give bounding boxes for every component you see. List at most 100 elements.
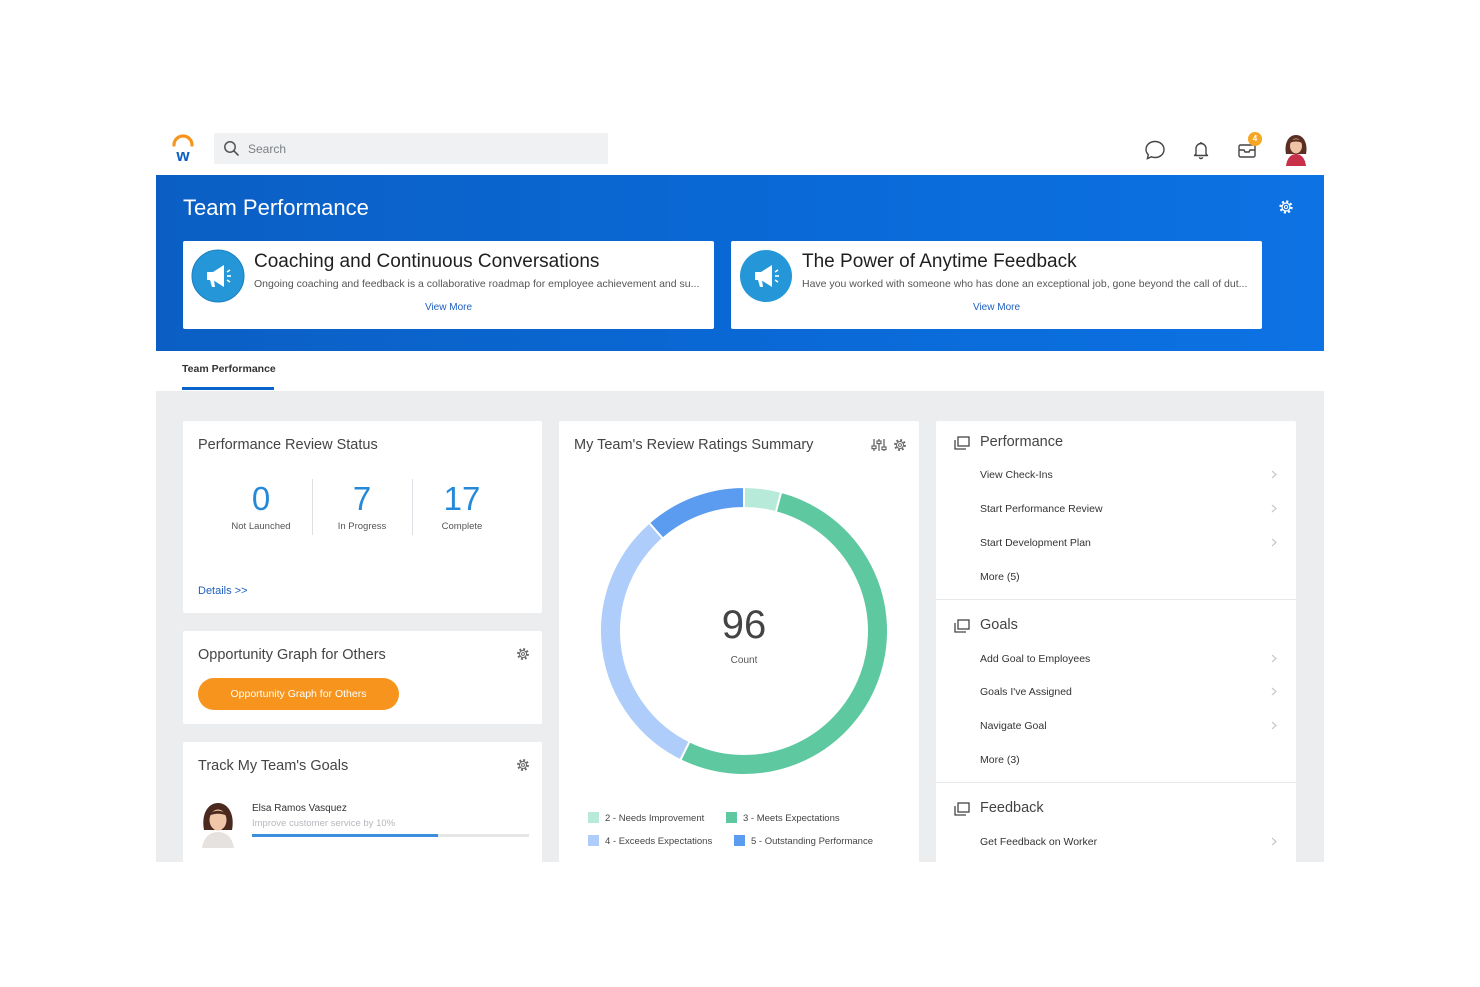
top-bar: w Search 4	[156, 128, 1324, 174]
section-title-performance: Performance	[980, 434, 1064, 450]
inbox-icon[interactable]	[1235, 138, 1259, 162]
chat-icon[interactable]	[1143, 138, 1167, 162]
legend-swatch	[734, 835, 745, 846]
goal-progress-bar	[252, 834, 529, 837]
panel-title: My Team's Review Ratings Summary	[574, 437, 814, 453]
legend-item[interactable]: 4 - Exceeds Expectations	[588, 835, 712, 847]
card-description: Have you worked with someone who has don…	[802, 278, 1248, 290]
section-title-feedback: Feedback	[980, 800, 1044, 816]
employee-name[interactable]: Elsa Ramos Vasquez	[252, 803, 347, 814]
employee-avatar[interactable]	[198, 800, 238, 848]
notification-badge: 4	[1248, 132, 1262, 146]
search-icon	[224, 141, 239, 156]
tab-team-performance[interactable]: Team Performance	[182, 363, 276, 375]
legend-item[interactable]: 2 - Needs Improvement	[588, 812, 704, 824]
gear-icon[interactable]	[515, 646, 531, 662]
stat-label: Not Launched	[231, 521, 291, 532]
action-link[interactable]: Start Development Plan	[980, 537, 1091, 549]
action-link[interactable]: Start Performance Review	[980, 503, 1103, 515]
worklet-icon	[954, 619, 970, 633]
dashboard-content: Performance Review Status 0 Not Launched…	[156, 391, 1324, 862]
goal-progress-fill	[252, 834, 438, 837]
worklet-icon	[954, 436, 970, 450]
panel-title: Performance Review Status	[198, 437, 378, 453]
chevron-right-icon	[1271, 504, 1277, 513]
user-avatar[interactable]	[1282, 132, 1310, 166]
more-link[interactable]: More (3)	[980, 754, 1020, 766]
active-tab-indicator	[182, 387, 274, 390]
action-link[interactable]: View Check-Ins	[980, 469, 1053, 481]
donut-segment-2[interactable]	[678, 490, 889, 776]
goal-description: Improve customer service by 10%	[252, 818, 396, 829]
panel-title: Track My Team's Goals	[198, 758, 349, 774]
card-description: Ongoing coaching and feedback is a colla…	[254, 278, 700, 290]
gear-icon[interactable]	[515, 757, 531, 773]
details-link[interactable]: Details >>	[198, 585, 248, 597]
search-input[interactable]: Search	[248, 142, 287, 156]
team-performance-banner: Team Performance Coaching and Continuous…	[156, 175, 1324, 351]
chevron-right-icon	[1271, 470, 1277, 479]
megaphone-icon	[191, 249, 245, 303]
stat-complete[interactable]: 17 Complete	[412, 477, 512, 532]
legend-label: 3 - Meets Expectations	[743, 813, 840, 824]
divider	[312, 479, 313, 535]
donut-total-label: Count	[731, 655, 758, 666]
search-bar[interactable]: Search	[214, 133, 608, 164]
stat-label: In Progress	[337, 521, 387, 532]
legend-item[interactable]: 5 - Outstanding Performance	[734, 835, 873, 847]
donut-segment-1[interactable]	[743, 485, 783, 514]
legend-item[interactable]: 3 - Meets Expectations	[726, 812, 840, 824]
chevron-right-icon	[1271, 654, 1277, 663]
action-link[interactable]: Navigate Goal	[980, 720, 1047, 732]
chevron-right-icon	[1271, 721, 1277, 730]
legend-swatch	[588, 835, 599, 846]
actions-panel: Performance View Check-Ins Start Perform…	[936, 421, 1296, 862]
stat-value: 17	[443, 480, 481, 517]
tab-bar: Team Performance	[156, 351, 1324, 391]
filter-icon[interactable]	[871, 437, 887, 453]
team-goals-panel: Track My Team's Goals Elsa Ramos Vasquez…	[183, 742, 542, 862]
more-link[interactable]: More (5)	[980, 571, 1020, 583]
stat-in-progress[interactable]: 7 In Progress	[312, 477, 412, 532]
gear-icon[interactable]	[1277, 198, 1295, 216]
ratings-donut-chart[interactable]: 96 Count	[559, 421, 919, 862]
chevron-right-icon	[1271, 837, 1277, 846]
announcement-card[interactable]: The Power of Anytime Feedback Have you w…	[731, 241, 1262, 329]
stat-not-launched[interactable]: 0 Not Launched	[211, 477, 311, 532]
gear-icon[interactable]	[892, 437, 908, 453]
announcement-card[interactable]: Coaching and Continuous Conversations On…	[183, 241, 714, 329]
card-title: Coaching and Continuous Conversations	[254, 251, 600, 272]
chevron-right-icon	[1271, 538, 1277, 547]
view-more-link[interactable]: View More	[424, 302, 473, 313]
stat-value: 0	[251, 480, 271, 517]
donut-segment-3[interactable]	[599, 521, 691, 762]
panel-title: Opportunity Graph for Others	[198, 647, 386, 663]
legend-label: 2 - Needs Improvement	[605, 813, 705, 824]
divider	[936, 782, 1296, 783]
section-title-goals: Goals	[980, 617, 1018, 633]
legend-label: 4 - Exceeds Expectations	[605, 836, 713, 847]
action-link[interactable]: Get Feedback on Worker	[980, 836, 1098, 848]
donut-total: 96	[722, 603, 767, 647]
donut-segment-4[interactable]	[647, 485, 745, 540]
workday-logo[interactable]: w	[170, 134, 196, 162]
legend-swatch	[726, 812, 737, 823]
ratings-summary-panel: My Team's Review Ratings Summary 96 Coun…	[559, 421, 919, 862]
legend-swatch	[588, 812, 599, 823]
divider	[412, 479, 413, 535]
legend-label: 5 - Outstanding Performance	[751, 836, 873, 847]
divider	[936, 599, 1296, 600]
svg-text:w: w	[175, 146, 190, 162]
action-link[interactable]: Add Goal to Employees	[980, 653, 1091, 665]
view-more-link[interactable]: View More	[972, 302, 1021, 313]
opportunity-graph-button[interactable]: Opportunity Graph for Others	[198, 678, 399, 710]
page-title: Team Performance	[183, 195, 369, 220]
worklet-icon	[954, 802, 970, 816]
action-link[interactable]: Goals I've Assigned	[980, 686, 1072, 698]
chevron-right-icon	[1271, 687, 1277, 696]
card-title: The Power of Anytime Feedback	[802, 251, 1077, 272]
opportunity-graph-panel: Opportunity Graph for Others Opportunity…	[183, 631, 542, 724]
bell-icon[interactable]	[1189, 138, 1213, 162]
stat-value: 7	[352, 480, 372, 517]
review-status-panel: Performance Review Status 0 Not Launched…	[183, 421, 542, 613]
